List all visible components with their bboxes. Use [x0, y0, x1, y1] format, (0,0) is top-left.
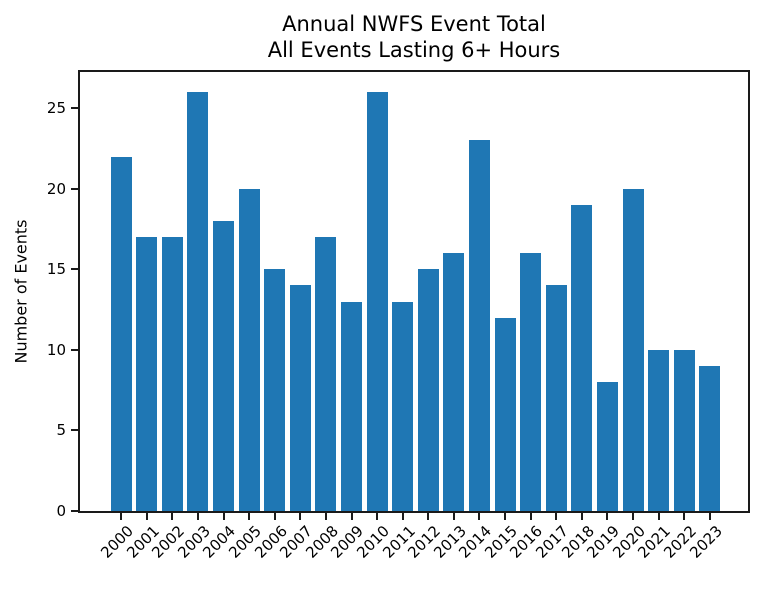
bar-2014 [468, 140, 490, 511]
bar-2004 [213, 221, 235, 511]
bar-2002 [161, 237, 183, 511]
x-tick-mark [171, 513, 174, 520]
y-tick-mark [71, 348, 78, 351]
x-tick-mark [196, 513, 199, 520]
y-tick-label: 5 [56, 421, 66, 440]
x-tick-mark [324, 513, 327, 520]
bar-2021 [648, 349, 670, 511]
x-tick-mark [222, 513, 225, 520]
x-tick-mark [248, 513, 251, 520]
x-tick-mark [401, 513, 404, 520]
bar-2011 [392, 301, 414, 511]
bar-2018 [571, 204, 593, 511]
bar-2016 [520, 253, 542, 511]
bar-2001 [136, 237, 158, 511]
chart-title-line-1: Annual NWFS Event Total [282, 12, 546, 36]
y-tick-mark [71, 107, 78, 110]
bar-2013 [443, 253, 465, 511]
y-tick-label: 15 [46, 260, 66, 279]
bar-2017 [545, 285, 567, 511]
bar-2006 [264, 269, 286, 511]
x-tick-mark [606, 513, 609, 520]
x-tick-mark [580, 513, 583, 520]
x-tick-mark [657, 513, 660, 520]
bar-2000 [110, 156, 132, 511]
x-tick-mark [273, 513, 276, 520]
bar-2022 [673, 349, 695, 511]
x-tick-mark [708, 513, 711, 520]
x-tick-mark [120, 513, 123, 520]
y-tick-mark [71, 187, 78, 190]
bar-2020 [622, 188, 644, 511]
x-tick-mark [478, 513, 481, 520]
x-tick-mark [299, 513, 302, 520]
bar-2012 [417, 269, 439, 511]
x-tick-mark [452, 513, 455, 520]
x-tick-mark [504, 513, 507, 520]
y-tick-label: 10 [46, 340, 66, 359]
bar-2005 [238, 188, 260, 511]
y-tick-mark [71, 429, 78, 432]
x-tick-mark [529, 513, 532, 520]
bar-2015 [494, 317, 516, 511]
bar-2009 [341, 301, 362, 511]
bar-2003 [187, 92, 209, 511]
x-tick-mark [632, 513, 634, 520]
x-tick-mark [145, 513, 148, 520]
y-tick-label: 25 [46, 99, 66, 118]
x-tick-mark [555, 513, 558, 520]
bar-2008 [315, 237, 337, 511]
bar-2010 [366, 92, 388, 511]
y-tick-label: 20 [46, 179, 66, 198]
y-tick-label: 0 [56, 502, 66, 520]
chart-title: Annual NWFS Event Total All Events Lasti… [78, 11, 750, 63]
x-tick-mark [427, 513, 430, 520]
chart-title-line-2: All Events Lasting 6+ Hours [267, 38, 561, 62]
bar-2019 [596, 382, 618, 511]
bar-2007 [289, 285, 311, 511]
y-tick-mark [71, 510, 78, 512]
x-tick-mark [350, 513, 353, 520]
y-tick-mark [71, 268, 78, 271]
bar-2023 [699, 366, 721, 511]
x-tick-mark [683, 513, 686, 520]
x-tick-mark [376, 513, 379, 520]
